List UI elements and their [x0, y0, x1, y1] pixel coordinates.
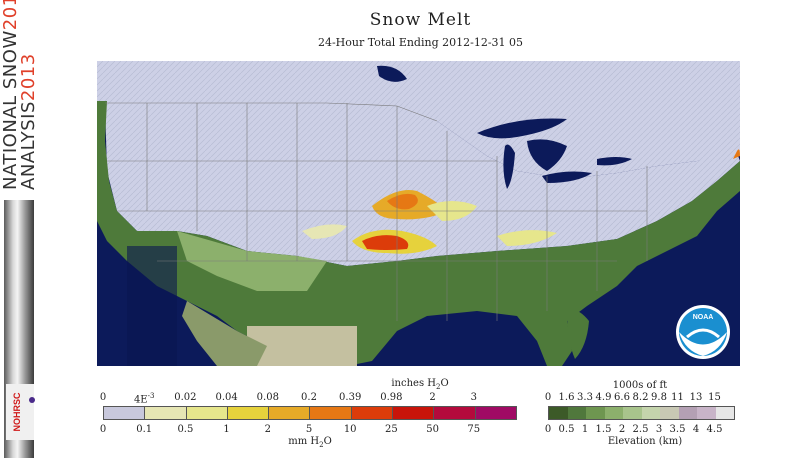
- legend-tick-label: 0: [544, 392, 552, 403]
- legend-tick-label: 1: [581, 424, 589, 435]
- legend-tick-label: 2: [618, 424, 626, 435]
- legend-tick-label: 0.5: [558, 424, 575, 435]
- legend-swatch: [393, 407, 435, 419]
- legend-tick-label: 50: [426, 424, 439, 435]
- melt-legend-title-inches: inches H2O: [391, 378, 449, 391]
- legend-swatch: [269, 407, 311, 419]
- wordmark-line2: ANALYSIS: [18, 101, 39, 190]
- page-title: Snow Melt: [369, 10, 472, 30]
- legend-swatch: [697, 407, 716, 419]
- legend-tick-label: 6.6: [614, 392, 630, 403]
- legend-tick-label: 2: [429, 392, 436, 403]
- legend-swatch: [104, 407, 146, 419]
- legend-swatch: [310, 407, 352, 419]
- legend-tick-label: 10: [343, 424, 357, 435]
- snow-covered-land: [105, 103, 740, 266]
- legend-tick-label: 3: [470, 392, 477, 403]
- melt-zone-newmexico: [302, 224, 347, 239]
- legend-swatch: [660, 407, 679, 419]
- legend-tick-label: 0.02: [174, 392, 197, 403]
- legend-swatch: [678, 407, 697, 419]
- legend-tick-label: 0: [544, 424, 552, 435]
- legend-tick-label: 8.2: [632, 392, 649, 403]
- legend-tick-label: 0.08: [256, 392, 279, 403]
- legend-tick-label: 4: [692, 424, 700, 435]
- wordmark-year2: 2013: [18, 53, 39, 102]
- melt-zone-kansas-core: [387, 193, 418, 210]
- lake-huron: [527, 139, 567, 171]
- legend-tick-label: 0: [99, 424, 107, 435]
- legend-tick-label: 4E-3: [133, 392, 155, 406]
- legend-tick-label: 2.5: [632, 424, 649, 435]
- baja-area: [182, 301, 267, 366]
- nohrsc-logo: NOHRSC: [6, 384, 35, 440]
- bare-ground-area: [97, 101, 740, 366]
- legend-swatch: [604, 407, 623, 419]
- elevation-legend-title-ft: 1000s of ft: [612, 380, 668, 391]
- lake-superior: [477, 118, 567, 139]
- florida: [567, 309, 589, 359]
- legend-tick-label: 4.5: [706, 424, 723, 435]
- legend-swatch: [434, 407, 476, 419]
- sidebar-branding: NATIONAL SNOW2012 ANALYSIS2013 NOHRSC: [0, 0, 40, 458]
- noaa-logo: NOAA: [676, 305, 730, 359]
- legend-swatch: [623, 407, 642, 419]
- melt-color-bar: [103, 406, 517, 420]
- legend-tick-label: 75: [467, 424, 481, 435]
- melt-zone-newengland: [733, 149, 740, 159]
- legend-tick-label: 5: [305, 424, 313, 435]
- melt-zone-tennessee: [497, 230, 557, 246]
- legend-tick-label: 0.5: [177, 424, 194, 435]
- canada-land: [97, 61, 740, 179]
- melt-legend-title-mm: mm H2O: [288, 436, 332, 449]
- legend-tick-label: 0: [99, 392, 107, 403]
- legend-tick-label: 0.2: [301, 392, 317, 403]
- legend-swatch: [586, 407, 605, 419]
- legend-tick-label: 9.8: [651, 392, 667, 403]
- legend-tick-label: 25: [385, 424, 398, 435]
- legend-swatch: [351, 407, 394, 419]
- legend-tick-label: 3.3: [577, 392, 593, 403]
- legend-swatch: [567, 407, 586, 419]
- noaa-logo-text: NOAA: [693, 314, 714, 321]
- lake-ontario: [597, 157, 632, 166]
- legend-tick-label: 1.5: [595, 424, 612, 435]
- melt-zone-oklahoma-core: [362, 235, 409, 250]
- page-subtitle: 24-Hour Total Ending 2012-12-31 05: [317, 36, 524, 49]
- legend-tick-label: 0.98: [380, 392, 403, 403]
- lake-erie: [542, 171, 592, 183]
- lake-winnipeg: [377, 65, 407, 82]
- legend-tick-label: 3.5: [669, 424, 686, 435]
- elevation-color-bar: [548, 406, 735, 420]
- legend-tick-label: 0.39: [339, 392, 362, 403]
- legend-tick-label: 13: [689, 392, 703, 403]
- lake-michigan: [503, 144, 515, 189]
- legend-tick-label: 2: [264, 424, 271, 435]
- legend-tick-label: 1: [223, 424, 230, 435]
- legend-swatch: [641, 407, 660, 419]
- elevation-legend-title-km: Elevation (km): [607, 436, 683, 447]
- legend-swatch: [186, 407, 228, 419]
- legend-tick-label: 0.1: [136, 424, 153, 435]
- legend-tick-label: 0.04: [215, 392, 238, 403]
- legend-swatch: [475, 407, 516, 419]
- legend-tick-label: 1.6: [558, 392, 575, 403]
- legend-swatch: [715, 407, 734, 419]
- nohrsc-logo-text: NOHRSC: [12, 392, 22, 432]
- legend-tick-label: 15: [708, 392, 721, 403]
- legend-swatch: [227, 407, 270, 419]
- legend-swatch: [549, 407, 568, 419]
- legend-tick-label: 3: [655, 424, 663, 435]
- legend-swatch: [145, 407, 187, 419]
- legend-tick-label: 11: [671, 392, 684, 403]
- legend-tick-label: 4.9: [595, 392, 612, 403]
- state-borders: [105, 102, 648, 321]
- snow-melt-map: NOAA: [97, 61, 740, 366]
